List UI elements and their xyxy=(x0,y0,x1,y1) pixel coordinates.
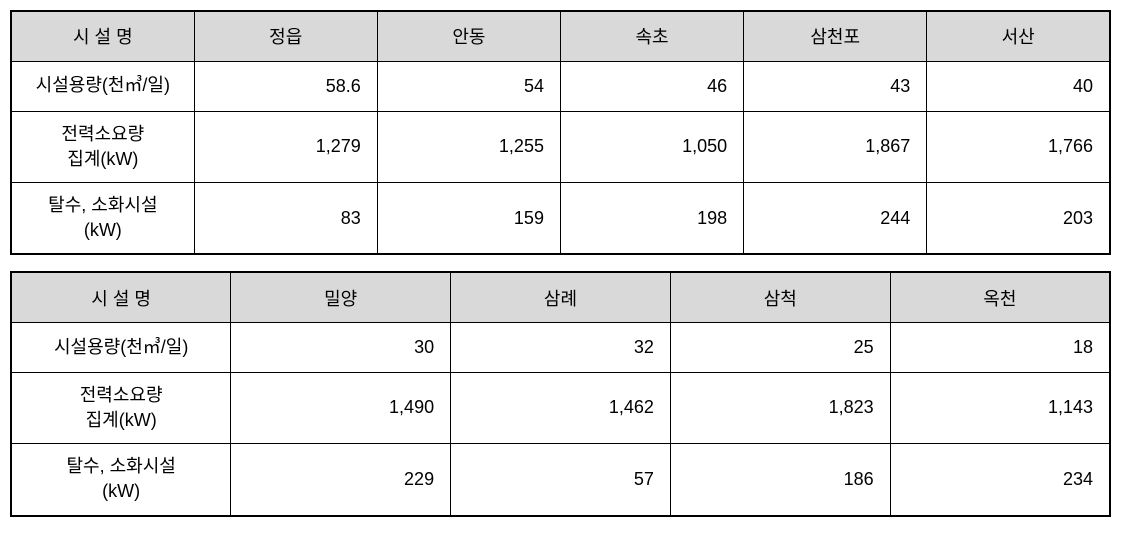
cell-value: 244 xyxy=(744,182,927,254)
cell-value: 1,279 xyxy=(194,111,377,182)
cell-value: 203 xyxy=(927,182,1110,254)
col-header-sokcho: 속초 xyxy=(560,11,743,61)
cell-value: 1,867 xyxy=(744,111,927,182)
cell-value: 1,766 xyxy=(927,111,1110,182)
col-header-facility: 시 설 명 xyxy=(11,272,231,322)
row-label-capacity: 시설용량(천㎥/일) xyxy=(11,61,194,111)
row-label-power: 전력소요량집계(kW) xyxy=(11,372,231,443)
col-header-samrye: 삼례 xyxy=(451,272,671,322)
col-header-samcheok: 삼척 xyxy=(670,272,890,322)
table-row: 탈수, 소화시설(kW) 83 159 198 244 203 xyxy=(11,182,1110,254)
cell-value: 30 xyxy=(231,322,451,372)
table-header-row: 시 설 명 정읍 안동 속초 삼천포 서산 xyxy=(11,11,1110,61)
table-header-row: 시 설 명 밀양 삼례 삼척 옥천 xyxy=(11,272,1110,322)
row-label-dewatering: 탈수, 소화시설(kW) xyxy=(11,444,231,516)
facility-table-2: 시 설 명 밀양 삼례 삼척 옥천 시설용량(천㎥/일) 30 32 25 18… xyxy=(10,271,1111,516)
col-header-samcheonpo: 삼천포 xyxy=(744,11,927,61)
row-label-power: 전력소요량집계(kW) xyxy=(11,111,194,182)
cell-value: 1,143 xyxy=(890,372,1110,443)
cell-value: 234 xyxy=(890,444,1110,516)
row-label-capacity: 시설용량(천㎥/일) xyxy=(11,322,231,372)
cell-value: 83 xyxy=(194,182,377,254)
col-header-andong: 안동 xyxy=(377,11,560,61)
cell-value: 1,823 xyxy=(670,372,890,443)
cell-value: 186 xyxy=(670,444,890,516)
cell-value: 229 xyxy=(231,444,451,516)
cell-value: 1,255 xyxy=(377,111,560,182)
cell-value: 40 xyxy=(927,61,1110,111)
cell-value: 18 xyxy=(890,322,1110,372)
cell-value: 1,490 xyxy=(231,372,451,443)
col-header-miryang: 밀양 xyxy=(231,272,451,322)
cell-value: 43 xyxy=(744,61,927,111)
cell-value: 54 xyxy=(377,61,560,111)
table-row: 탈수, 소화시설(kW) 229 57 186 234 xyxy=(11,444,1110,516)
cell-value: 25 xyxy=(670,322,890,372)
cell-value: 57 xyxy=(451,444,671,516)
table-row: 시설용량(천㎥/일) 58.6 54 46 43 40 xyxy=(11,61,1110,111)
cell-value: 58.6 xyxy=(194,61,377,111)
cell-value: 1,462 xyxy=(451,372,671,443)
cell-value: 1,050 xyxy=(560,111,743,182)
table-row: 시설용량(천㎥/일) 30 32 25 18 xyxy=(11,322,1110,372)
cell-value: 32 xyxy=(451,322,671,372)
facility-table-1: 시 설 명 정읍 안동 속초 삼천포 서산 시설용량(천㎥/일) 58.6 54… xyxy=(10,10,1111,255)
cell-value: 198 xyxy=(560,182,743,254)
row-label-dewatering: 탈수, 소화시설(kW) xyxy=(11,182,194,254)
table-row: 전력소요량집계(kW) 1,490 1,462 1,823 1,143 xyxy=(11,372,1110,443)
col-header-okcheon: 옥천 xyxy=(890,272,1110,322)
col-header-jeongeup: 정읍 xyxy=(194,11,377,61)
col-header-seosan: 서산 xyxy=(927,11,1110,61)
cell-value: 159 xyxy=(377,182,560,254)
table-row: 전력소요량집계(kW) 1,279 1,255 1,050 1,867 1,76… xyxy=(11,111,1110,182)
cell-value: 46 xyxy=(560,61,743,111)
col-header-facility: 시 설 명 xyxy=(11,11,194,61)
